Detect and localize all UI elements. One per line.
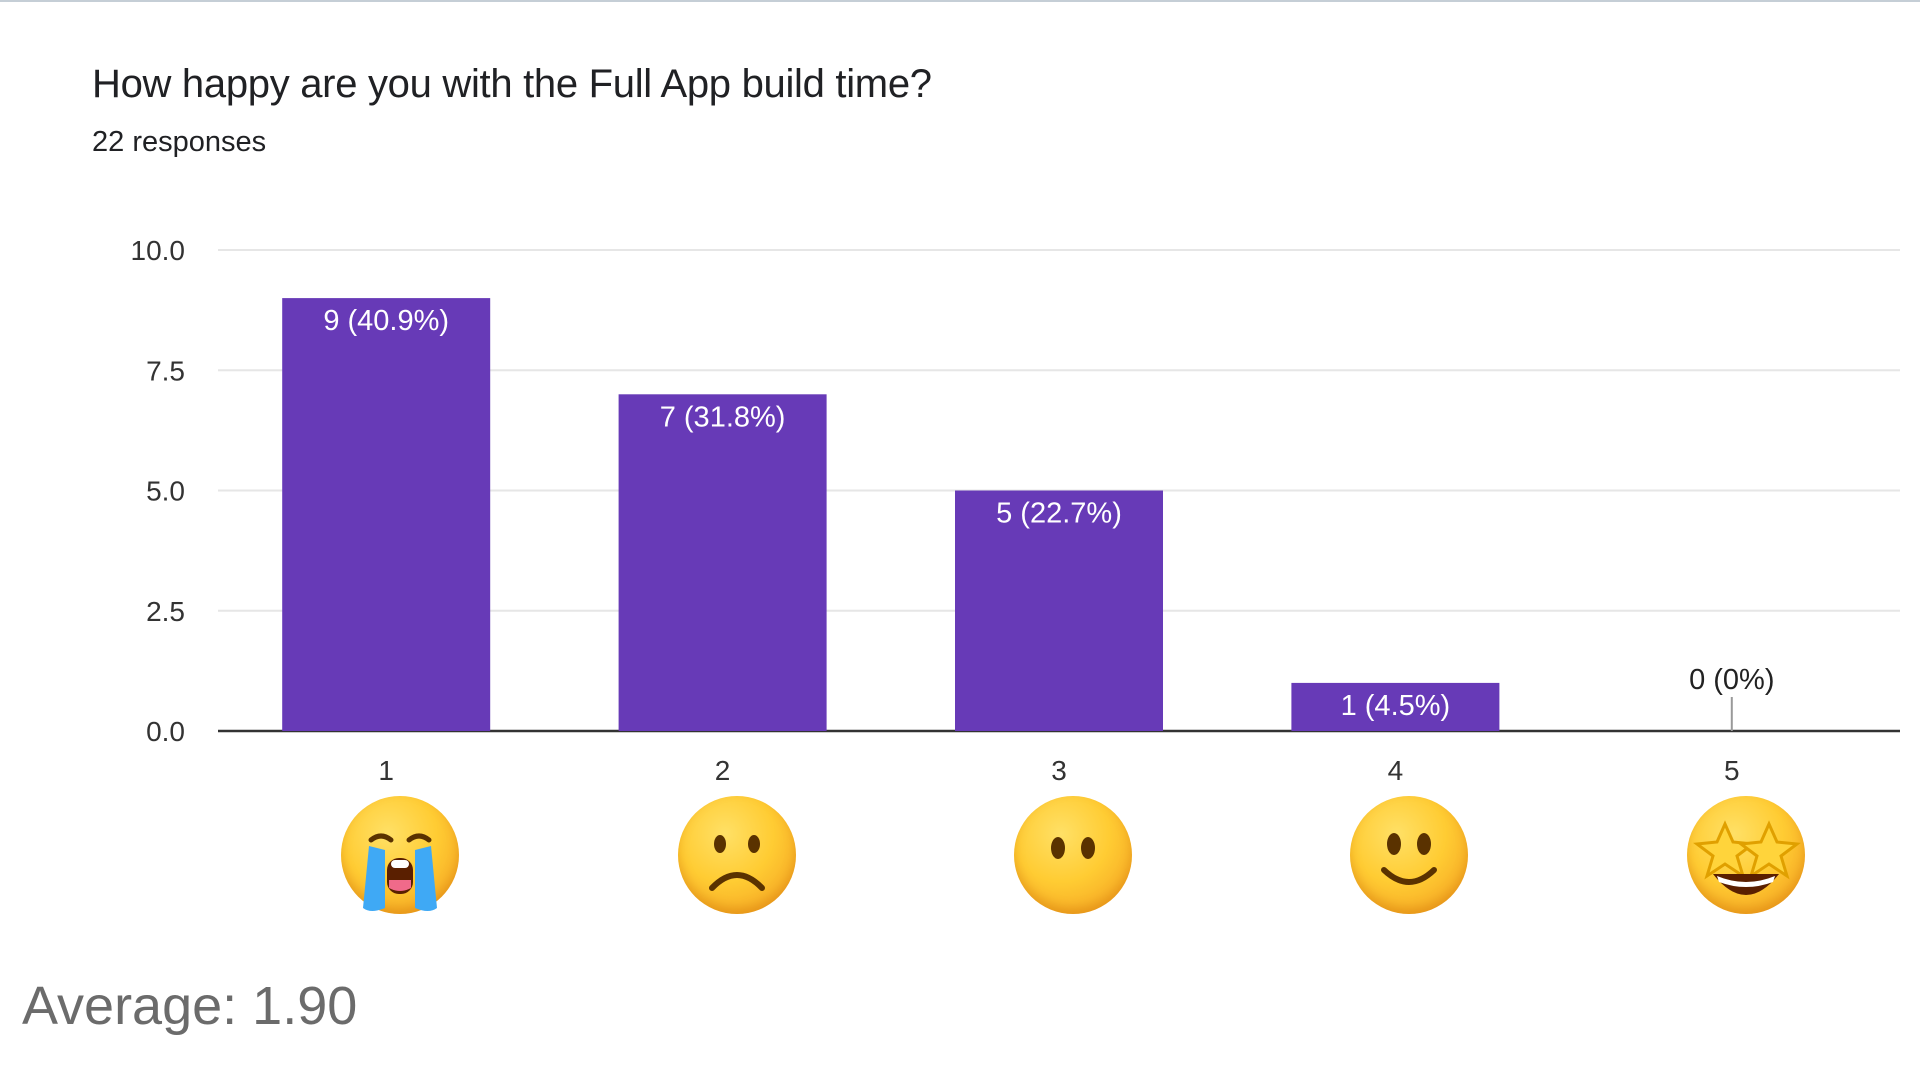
neutral-face-icon	[1014, 796, 1132, 914]
y-tick-label: 5.0	[146, 476, 185, 507]
bar-4	[1291, 682, 1500, 731]
data-label: 9 (40.9%)	[323, 305, 449, 337]
y-tick-label: 0.0	[146, 716, 185, 747]
x-tick-label: 1	[378, 755, 394, 786]
x-tick-label: 3	[1051, 755, 1067, 786]
y-tick-label: 10.0	[131, 235, 186, 266]
question-title: How happy are you with the Full App buil…	[92, 62, 932, 106]
x-tick-label: 4	[1388, 755, 1404, 786]
bar-2	[618, 394, 827, 731]
y-tick-label: 2.5	[146, 596, 185, 627]
data-label: 0 (0%)	[1689, 664, 1774, 696]
response-count: 22 responses	[92, 126, 267, 158]
slightly-smiling-face-icon	[1350, 796, 1469, 914]
average-score: Average: 1.90	[22, 976, 358, 1036]
data-label: 5 (22.7%)	[996, 498, 1122, 530]
bar-1	[282, 298, 491, 731]
loudly-crying-face-icon	[341, 796, 460, 914]
x-tick-label: 5	[1724, 755, 1740, 786]
bar-3	[955, 490, 1163, 731]
top-border	[0, 0, 1920, 2]
y-tick-label: 7.5	[146, 355, 185, 386]
data-label: 1 (4.5%)	[1341, 690, 1451, 722]
star-struck-face-icon	[1686, 796, 1805, 914]
frowning-face-icon	[677, 796, 796, 914]
x-tick-label: 2	[715, 755, 731, 786]
data-label: 7 (31.8%)	[660, 401, 786, 433]
